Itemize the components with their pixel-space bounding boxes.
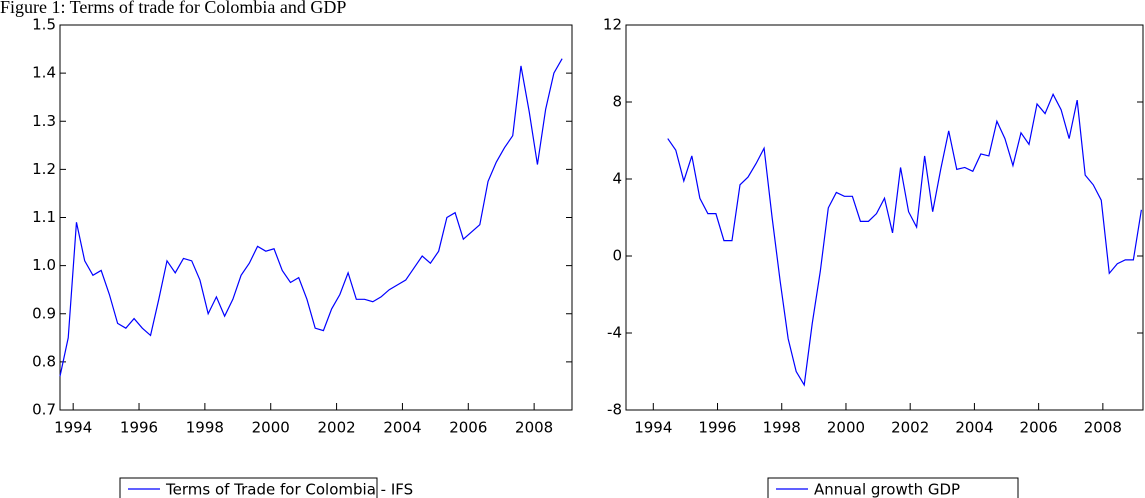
y-tick-label: 0.7 — [32, 401, 56, 419]
x-tick-label: 2006 — [449, 419, 487, 437]
y-tick-label: -8 — [607, 401, 622, 419]
y-tick-label: 0 — [612, 247, 622, 265]
x-tick-label: 2002 — [891, 419, 929, 437]
y-tick-label: 1.2 — [32, 160, 56, 178]
y-tick-label: 1.1 — [32, 208, 56, 226]
plot-frame — [59, 24, 573, 411]
plot-frame — [625, 24, 1144, 411]
x-tick-label: 2004 — [955, 419, 993, 437]
x-tick-label: 1994 — [54, 419, 92, 437]
legend-box — [119, 477, 378, 498]
y-tick-label: 0.8 — [32, 352, 56, 370]
y-tick-label: 8 — [612, 93, 622, 111]
x-tick-label: 1998 — [186, 419, 224, 437]
y-tick-label: 1.4 — [32, 64, 56, 82]
data-line — [667, 92, 1142, 387]
y-tick-label: 4 — [612, 170, 622, 188]
x-tick-label: 1998 — [763, 419, 801, 437]
data-line — [59, 58, 563, 377]
x-tick-label: 2008 — [1084, 419, 1122, 437]
legend-box — [767, 477, 1019, 498]
x-tick-label: 1996 — [698, 419, 736, 437]
x-tick-label: 2008 — [515, 419, 553, 437]
x-tick-label: 2000 — [827, 419, 865, 437]
y-tick-label: 1.5 — [32, 16, 56, 34]
figure-title: Figure 1: Terms of trade for Colombia an… — [0, 0, 346, 17]
x-tick-label: 1994 — [634, 419, 672, 437]
x-tick-label: 1996 — [120, 419, 158, 437]
legend-label: Annual growth GDP — [814, 481, 960, 498]
x-tick-label: 2000 — [252, 419, 290, 437]
y-tick-label: 12 — [603, 16, 622, 34]
legend-label: Terms of Trade for Colombia - IFS — [165, 481, 413, 498]
y-tick-label: 0.9 — [32, 304, 56, 322]
y-tick-label: 1.0 — [32, 256, 56, 274]
x-tick-label: 2006 — [1020, 419, 1058, 437]
y-tick-label: -4 — [607, 324, 622, 342]
x-tick-label: 2002 — [317, 419, 355, 437]
y-tick-label: 1.3 — [32, 112, 56, 130]
x-tick-label: 2004 — [383, 419, 421, 437]
